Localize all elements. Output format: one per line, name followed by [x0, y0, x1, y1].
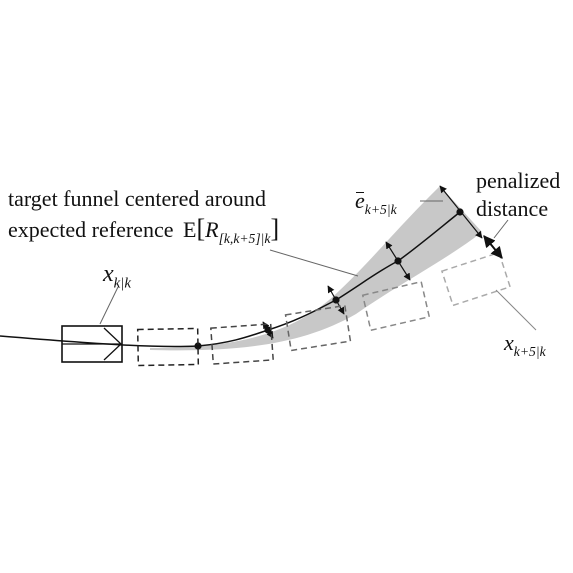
funnel-label-line1: target funnel centered around: [8, 186, 266, 211]
funnel-label-line2: expected reference E[R[k,k+5]|k]: [8, 214, 280, 247]
error-bound-symbol: e: [355, 188, 365, 213]
penalized-label-line1: penalized: [476, 168, 561, 193]
leader-future-state: [495, 289, 537, 331]
error-bound-label: ek+5|k: [355, 190, 397, 217]
reference-subscript: [k,k+5]|k: [218, 231, 271, 247]
funnel-label-text: expected reference: [8, 217, 174, 242]
future-state-subscript: k+5|k: [513, 344, 546, 360]
vehicle-current: [61, 325, 123, 363]
funnel-width-arrow-2: [327, 285, 345, 315]
leader-penalized: [493, 219, 509, 239]
funnel-width-arrow-3: [385, 241, 411, 281]
leader-current-state: [99, 286, 119, 325]
future-state-symbol: x: [504, 330, 514, 355]
funnel-width-arrow-4: [439, 185, 483, 239]
vehicle-predicted-5: [440, 251, 512, 307]
expectation-operator: E: [182, 217, 197, 242]
current-state-label: xk|k: [103, 262, 131, 292]
penalized-distance-arrow: [483, 235, 503, 259]
error-bound-subscript: k+5|k: [364, 202, 397, 218]
penalized-label-line2: distance: [476, 196, 549, 221]
reference-symbol: R: [205, 217, 219, 242]
current-state-symbol: x: [103, 261, 114, 287]
current-state-subscript: k|k: [113, 275, 131, 292]
future-state-label: xk+5|k: [504, 332, 546, 359]
leader-funnel: [269, 249, 359, 277]
trajectory-point-1: [194, 342, 202, 350]
